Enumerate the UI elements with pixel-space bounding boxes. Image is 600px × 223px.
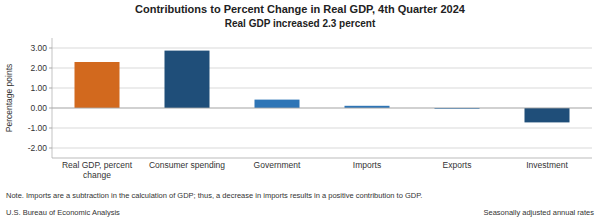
category-label: Real GDP, percentchange bbox=[62, 160, 133, 180]
tick-mark bbox=[49, 148, 52, 149]
bar bbox=[165, 51, 210, 108]
category-label-line: Exports bbox=[443, 160, 472, 170]
tick-mark bbox=[49, 108, 52, 109]
tick-label: -1.00 bbox=[28, 123, 48, 133]
category-label-line: Real GDP, percent bbox=[62, 160, 133, 170]
bars bbox=[75, 51, 570, 123]
chart: Contributions to Percent Change in Real … bbox=[0, 0, 600, 223]
x-axis-line bbox=[52, 158, 592, 159]
category-label-line: Imports bbox=[353, 160, 381, 170]
category-label: Consumer spending bbox=[149, 160, 225, 170]
tick-label: -2.00 bbox=[28, 143, 48, 153]
tick-mark bbox=[49, 68, 52, 69]
category-label-line: change bbox=[83, 170, 111, 180]
title: Contributions to Percent Change in Real … bbox=[135, 3, 466, 15]
x-axis: Real GDP, percentchange Consumer spending… bbox=[62, 160, 569, 180]
zero-line bbox=[52, 108, 592, 109]
grid-line bbox=[52, 148, 592, 149]
y-axis: -2.00 -1.00 0.00 1.00 2.00 3.00 bbox=[28, 38, 592, 158]
grid-line bbox=[52, 108, 592, 109]
category-label: Exports bbox=[443, 160, 472, 170]
bar bbox=[255, 100, 300, 108]
category-label: Investment bbox=[526, 160, 568, 170]
bar bbox=[75, 62, 120, 108]
tick-mark bbox=[49, 48, 52, 49]
category-label-line: Investment bbox=[526, 160, 568, 170]
tick-mark bbox=[49, 88, 52, 89]
grid-line bbox=[52, 48, 592, 49]
tick-label: 1.00 bbox=[30, 83, 47, 93]
y-axis-label: Percentage points bbox=[4, 64, 14, 133]
tick-label: 0.00 bbox=[30, 103, 47, 113]
subtitle: Real GDP increased 2.3 percent bbox=[225, 18, 376, 29]
grid-line bbox=[52, 88, 592, 89]
grid-line bbox=[52, 68, 592, 69]
source-note: Seasonally adjusted annual rates bbox=[484, 208, 595, 217]
bar bbox=[525, 108, 570, 122]
category-label-line: Government bbox=[254, 160, 301, 170]
note: Note. Imports are a subtraction in the c… bbox=[6, 191, 422, 200]
source: U.S. Bureau of Economic Analysis bbox=[6, 208, 120, 217]
axis-line bbox=[52, 38, 53, 158]
category-label-line: Consumer spending bbox=[149, 160, 225, 170]
category-label: Imports bbox=[353, 160, 381, 170]
tick-mark bbox=[49, 128, 52, 129]
grid-line bbox=[52, 128, 592, 129]
tick-label: 3.00 bbox=[30, 43, 47, 53]
category-label: Government bbox=[254, 160, 301, 170]
tick-label: 2.00 bbox=[30, 63, 47, 73]
